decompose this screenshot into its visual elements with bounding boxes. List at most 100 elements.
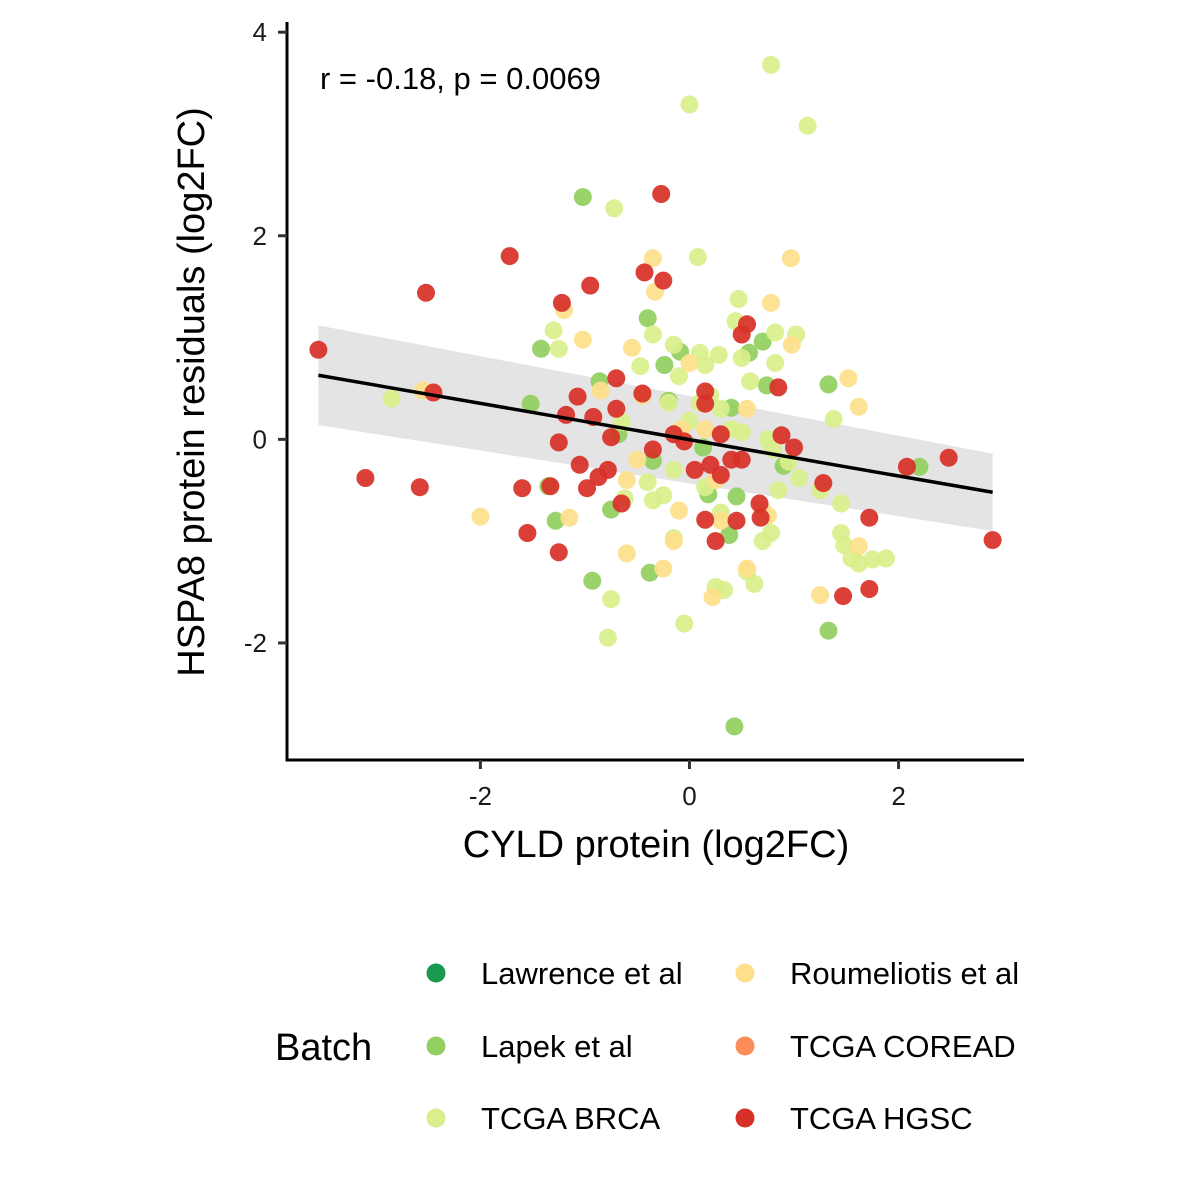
data-point-tcga-hgsc — [557, 405, 576, 424]
data-point-roumeliotis-et-al — [591, 381, 610, 400]
y-tick-label: 2 — [253, 221, 267, 251]
data-point-tcga-hgsc — [732, 325, 751, 344]
data-point-tcga-brca — [762, 524, 780, 542]
data-point-tcga-hgsc — [578, 479, 596, 498]
data-point-tcga-hgsc — [897, 457, 916, 476]
data-point-lapek-et-al — [521, 394, 540, 413]
data-point-tcga-brca — [709, 345, 728, 364]
data-point-tcga-hgsc — [860, 508, 879, 527]
data-point-lapek-et-al — [720, 526, 739, 544]
legend-label: TCGA HGSC — [790, 1101, 973, 1136]
data-point-tcga-hgsc — [652, 185, 671, 203]
data-point-tcga-brca — [835, 536, 854, 555]
y-tick-label: 4 — [253, 17, 267, 47]
data-point-roumeliotis-et-al — [811, 586, 830, 605]
data-point-tcga-hgsc — [785, 438, 803, 457]
regression-line — [318, 373, 993, 495]
x-tick-label: 2 — [891, 781, 905, 811]
data-point-tcga-brca — [877, 549, 895, 568]
data-point-tcga-brca — [766, 354, 785, 372]
data-point-tcga-brca — [680, 95, 699, 114]
data-point-tcga-hgsc — [607, 399, 626, 418]
data-point-tcga-hgsc — [612, 494, 631, 513]
data-point-roumeliotis-et-al — [573, 330, 592, 349]
data-point-tcga-brca — [745, 574, 764, 593]
data-point-tcga-hgsc — [518, 524, 537, 542]
data-point-roumeliotis-et-al — [782, 335, 801, 354]
data-point-lapek-et-al — [725, 717, 744, 736]
data-point-tcga-hgsc — [727, 511, 746, 530]
data-point-tcga-hgsc — [309, 340, 328, 359]
data-point-roumeliotis-et-al — [738, 399, 756, 418]
data-point-tcga-brca — [659, 393, 678, 412]
data-point-tcga-brca — [798, 116, 817, 135]
data-point-tcga-hgsc — [711, 425, 730, 444]
data-point-roumeliotis-et-al — [617, 544, 636, 563]
data-point-roumeliotis-et-al — [643, 249, 662, 268]
legend-label: Lapek et al — [481, 1029, 633, 1064]
data-point-tcga-brca — [549, 339, 568, 358]
data-point-tcga-brca — [598, 628, 617, 647]
data-point-tcga-hgsc — [602, 428, 621, 447]
data-point-lapek-et-al — [583, 571, 602, 590]
data-point-roumeliotis-et-al — [664, 532, 683, 551]
data-point-tcga-brca — [602, 590, 621, 609]
data-point-lapek-et-al — [819, 621, 838, 640]
data-point-lapek-et-al — [573, 188, 592, 207]
data-point-tcga-brca — [711, 399, 730, 418]
data-point-tcga-brca — [670, 367, 688, 386]
data-point-tcga-hgsc — [685, 460, 704, 479]
data-point-tcga-hgsc — [570, 455, 589, 474]
data-point-tcga-brca — [605, 199, 624, 218]
data-point-tcga-brca — [824, 410, 843, 428]
annotation-text: r = -0.18, p = 0.0069 — [320, 61, 601, 96]
data-point-roumeliotis-et-al — [623, 338, 641, 357]
data-point-roumeliotis-et-al — [703, 588, 722, 607]
data-points-layer — [309, 55, 1002, 736]
legend-key — [426, 1108, 446, 1128]
y-tick-label: -2 — [244, 628, 267, 658]
data-point-tcga-hgsc — [552, 293, 571, 312]
data-point-tcga-brca — [790, 469, 809, 487]
data-point-tcga-hgsc — [696, 510, 715, 529]
data-point-lapek-et-al — [655, 356, 674, 374]
x-axis-title: CYLD protein (log2FC) — [463, 824, 849, 866]
data-point-roumeliotis-et-al — [711, 511, 730, 530]
data-point-roumeliotis-et-al — [849, 537, 868, 556]
x-tick-label: -2 — [469, 781, 492, 811]
data-point-lapek-et-al — [640, 563, 659, 582]
data-point-tcga-hgsc — [356, 469, 375, 487]
data-point-tcga-hgsc — [417, 283, 435, 302]
data-point-tcga-brca — [654, 486, 673, 505]
data-point-lapek-et-al — [546, 511, 565, 530]
data-point-lapek-et-al — [727, 487, 746, 506]
data-point-tcga-brca — [688, 248, 707, 267]
data-point-tcga-hgsc — [500, 247, 519, 266]
data-point-tcga-brca — [769, 481, 788, 500]
data-point-tcga-hgsc — [769, 378, 788, 397]
data-point-roumeliotis-et-al — [617, 471, 636, 490]
legend-title: Batch — [275, 1027, 372, 1069]
legend-label: Lawrence et al — [481, 956, 683, 991]
legend-key — [426, 963, 446, 983]
data-point-tcga-brca — [675, 614, 694, 633]
data-point-lapek-et-al — [638, 309, 657, 328]
data-point-tcga-hgsc — [633, 384, 652, 403]
legend-label: Roumeliotis et al — [790, 956, 1019, 991]
data-point-tcga-hgsc — [549, 433, 568, 452]
data-point-tcga-brca — [643, 325, 662, 344]
data-point-roumeliotis-et-al — [738, 559, 756, 578]
data-point-tcga-hgsc — [860, 580, 879, 598]
data-point-tcga-brca — [664, 335, 683, 354]
data-point-tcga-hgsc — [513, 479, 532, 498]
data-point-tcga-hgsc — [549, 543, 568, 562]
data-point-tcga-hgsc — [581, 276, 600, 295]
legend-key — [735, 963, 755, 983]
data-point-roumeliotis-et-al — [628, 450, 647, 469]
data-point-roumeliotis-et-al — [849, 397, 868, 416]
data-point-tcga-brca — [382, 389, 401, 408]
data-point-tcga-brca — [732, 348, 751, 367]
data-point-roumeliotis-et-al — [839, 369, 858, 388]
data-point-tcga-hgsc — [541, 477, 560, 496]
